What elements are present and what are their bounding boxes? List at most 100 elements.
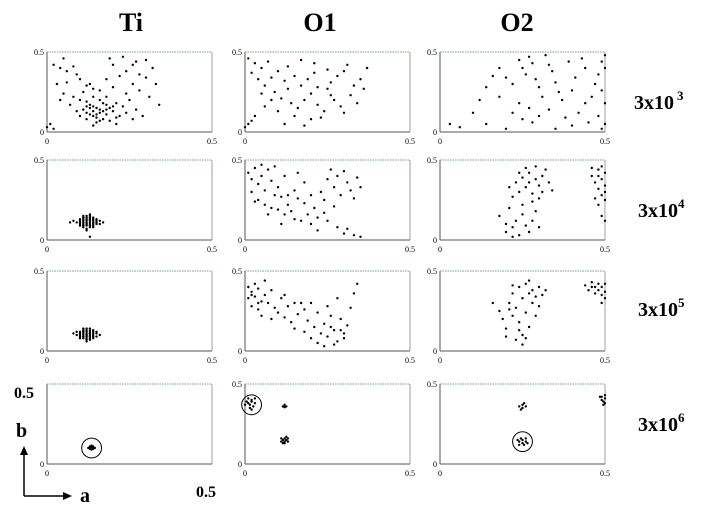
data-point xyxy=(323,345,326,348)
data-point xyxy=(92,124,95,127)
data-point xyxy=(332,98,336,102)
data-point xyxy=(95,121,98,124)
data-point xyxy=(293,218,296,221)
data-point xyxy=(105,95,108,99)
data-point xyxy=(524,405,527,408)
data-point xyxy=(603,66,607,70)
data-point xyxy=(280,437,283,440)
data-point xyxy=(273,306,276,309)
data-point xyxy=(85,111,88,115)
data-point xyxy=(356,176,359,179)
data-point xyxy=(92,221,95,224)
data-point xyxy=(504,327,508,330)
tick-label-y-max: 0.5 xyxy=(232,48,242,57)
data-point xyxy=(309,301,313,305)
data-point xyxy=(531,289,534,292)
data-point xyxy=(329,94,332,97)
data-point xyxy=(52,63,55,66)
data-point xyxy=(527,55,531,58)
data-point xyxy=(518,58,521,62)
data-point xyxy=(603,198,607,202)
data-point xyxy=(88,103,92,107)
data-point xyxy=(527,230,531,234)
tick-label-y-zero: 0 xyxy=(40,128,44,137)
data-point xyxy=(88,338,92,341)
data-point xyxy=(92,87,95,91)
data-point xyxy=(280,440,283,443)
data-point xyxy=(516,438,519,442)
data-point xyxy=(593,82,597,86)
data-point xyxy=(293,189,296,192)
data-point xyxy=(600,301,603,305)
data-point xyxy=(266,168,270,171)
tick-label-y-zero: 0 xyxy=(238,128,242,137)
data-point xyxy=(342,70,346,73)
data-point xyxy=(85,105,88,108)
panel-ti-row-2: 0.5 00 0.5 xyxy=(34,267,217,365)
data-point xyxy=(587,121,590,124)
data-point xyxy=(125,111,128,115)
data-point xyxy=(521,66,524,70)
data-point xyxy=(557,90,560,94)
data-point xyxy=(524,440,527,443)
data-point xyxy=(299,84,303,87)
tick-label-x-max: 0.5 xyxy=(405,469,415,478)
data-point xyxy=(593,292,597,295)
data-point xyxy=(603,402,607,405)
tick-label-y-max: 0.5 xyxy=(232,267,242,276)
data-point xyxy=(253,166,257,170)
data-point xyxy=(306,319,309,322)
data-point xyxy=(253,397,257,400)
data-point xyxy=(247,57,250,60)
data-point xyxy=(283,174,286,178)
data-point xyxy=(336,297,339,300)
data-point xyxy=(111,105,115,108)
data-point xyxy=(263,279,266,282)
data-point xyxy=(534,78,537,81)
data-point xyxy=(319,190,323,194)
tick-label-y-max: 0.5 xyxy=(232,156,242,165)
data-point xyxy=(257,198,260,202)
tick-label-x-zero: 0 xyxy=(243,137,247,146)
data-point xyxy=(72,95,75,99)
data-point xyxy=(323,211,326,214)
data-point xyxy=(521,333,524,337)
data-point xyxy=(498,309,501,313)
data-point xyxy=(283,406,286,409)
data-point xyxy=(511,82,514,86)
data-point xyxy=(55,82,59,86)
data-point xyxy=(257,182,260,186)
data-point xyxy=(600,165,603,168)
data-point xyxy=(88,235,92,238)
data-point xyxy=(154,82,158,86)
data-point xyxy=(323,322,326,325)
data-point xyxy=(319,116,323,119)
data-point xyxy=(88,218,92,221)
data-point xyxy=(257,78,260,81)
data-point xyxy=(247,402,250,405)
data-point xyxy=(260,66,263,70)
data-point xyxy=(148,95,151,99)
row-label-1: 3x104 xyxy=(638,196,685,222)
data-point xyxy=(280,297,283,300)
column-title-o1: O1 xyxy=(303,8,336,37)
data-point xyxy=(260,92,263,95)
data-point xyxy=(286,305,290,308)
data-point xyxy=(78,98,82,102)
data-point xyxy=(98,111,102,115)
data-point xyxy=(537,305,541,308)
data-point xyxy=(323,110,326,113)
data-point xyxy=(547,108,551,111)
data-point xyxy=(521,176,524,179)
data-point xyxy=(260,174,263,178)
data-point xyxy=(131,63,134,66)
data-point xyxy=(250,190,253,194)
data-point xyxy=(524,186,527,189)
data-point xyxy=(151,66,154,70)
data-point xyxy=(524,282,527,285)
data-point xyxy=(306,78,309,81)
data-point xyxy=(88,106,92,110)
data-point xyxy=(508,308,511,311)
data-point xyxy=(253,200,257,203)
